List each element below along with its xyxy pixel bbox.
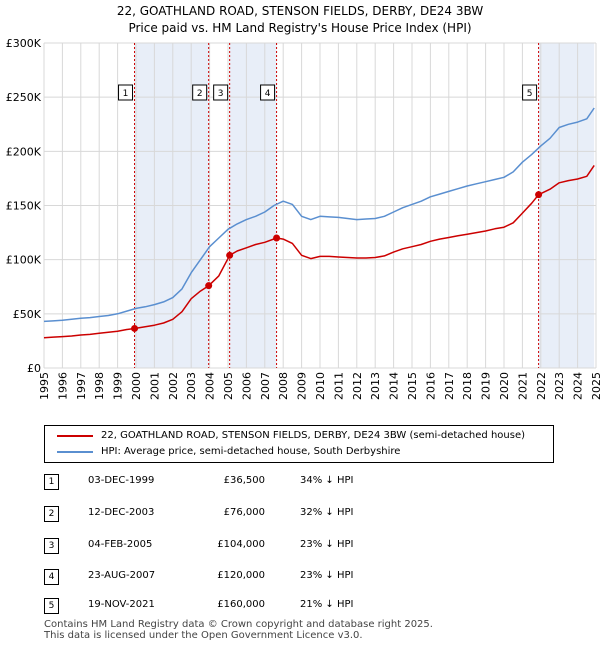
sale-hpi-diff: 23% ↓ HPI bbox=[300, 539, 354, 550]
sale-price: £160,000 bbox=[217, 599, 265, 610]
footer-licence: This data is licensed under the Open Gov… bbox=[44, 630, 363, 641]
sale-row: 3 04-FEB-2005 £104,000 23% ↓ HPI bbox=[44, 536, 444, 556]
sale-number-badge: 5 bbox=[44, 598, 59, 614]
x-tick-label: 1995 bbox=[38, 372, 51, 400]
y-tick-label: £50K bbox=[13, 308, 42, 321]
sale-hpi-diff: 34% ↓ HPI bbox=[300, 475, 354, 486]
x-tick-label: 2003 bbox=[185, 372, 198, 400]
legend-swatch-hpi bbox=[57, 451, 93, 453]
sale-hpi-diff: 21% ↓ HPI bbox=[300, 599, 354, 610]
legend-swatch-property bbox=[57, 435, 93, 437]
sale-number-badge: 3 bbox=[44, 538, 59, 554]
x-tick-label: 2024 bbox=[572, 372, 585, 400]
x-tick-label: 2012 bbox=[351, 372, 364, 400]
y-tick-label: £200K bbox=[6, 145, 42, 158]
x-tick-label: 2011 bbox=[332, 372, 345, 400]
x-tick-label: 2018 bbox=[461, 372, 474, 400]
sale-price: £120,000 bbox=[217, 570, 265, 581]
sale-price: £104,000 bbox=[217, 539, 265, 550]
x-tick-label: 2005 bbox=[222, 372, 235, 400]
x-tick-label: 1999 bbox=[112, 372, 125, 400]
x-tick-label: 1997 bbox=[75, 372, 88, 400]
sale-number-label: 3 bbox=[218, 89, 224, 99]
hpi-series-line bbox=[43, 107, 595, 323]
x-tick-label: 2022 bbox=[535, 372, 548, 400]
y-tick-label: £0 bbox=[27, 362, 41, 375]
title-line-1: 22, GOATHLAND ROAD, STENSON FIELDS, DERB… bbox=[116, 4, 484, 18]
x-tick-label: 2025 bbox=[590, 372, 600, 400]
price-chart: 1 2 3 4 5 £0 £50K £100K £150K £200K £250K £300K 1995… bbox=[6, 37, 600, 400]
sale-number-badge: 1 bbox=[44, 474, 59, 490]
x-tick-label: 1996 bbox=[56, 372, 69, 400]
title-line-2: Price paid vs. HM Land Registry's House … bbox=[128, 21, 472, 35]
sale-number-label-box bbox=[213, 84, 229, 101]
sale-hpi-diff: 23% ↓ HPI bbox=[300, 570, 354, 581]
sale-number-label-box bbox=[118, 84, 134, 101]
x-tick-label: 2015 bbox=[406, 372, 419, 400]
x-tick-label: 2014 bbox=[388, 372, 401, 400]
x-tick-label: 2019 bbox=[480, 372, 493, 400]
x-tick-label: 2016 bbox=[424, 372, 437, 400]
sale-point bbox=[226, 251, 234, 259]
sale-price: £76,000 bbox=[223, 507, 265, 518]
sale-price: £36,500 bbox=[223, 475, 265, 486]
sale-row: 4 23-AUG-2007 £120,000 23% ↓ HPI bbox=[44, 567, 444, 587]
footer-copyright: Contains HM Land Registry data © Crown c… bbox=[44, 619, 433, 630]
sale-point bbox=[273, 234, 281, 242]
x-tick-label: 2020 bbox=[498, 372, 511, 400]
x-tick-label: 2006 bbox=[240, 372, 253, 400]
sale-date: 03-DEC-1999 bbox=[88, 475, 155, 486]
sale-date: 23-AUG-2007 bbox=[88, 570, 156, 581]
sale-date: 19-NOV-2021 bbox=[88, 599, 155, 610]
sale-point bbox=[535, 191, 543, 199]
sale-number-label: 5 bbox=[527, 89, 533, 99]
sale-row: 2 12-DEC-2003 £76,000 32% ↓ HPI bbox=[44, 504, 444, 524]
y-tick-label: £150K bbox=[6, 200, 42, 213]
legend-label-property: 22, GOATHLAND ROAD, STENSON FIELDS, DERB… bbox=[101, 430, 526, 441]
sale-number-label: 2 bbox=[197, 89, 203, 99]
x-tick-label: 2002 bbox=[167, 372, 180, 400]
x-tick-label: 2001 bbox=[148, 372, 161, 400]
y-tick-label: £300K bbox=[6, 37, 42, 50]
footer: Contains HM Land Registry data © Crown c… bbox=[44, 619, 433, 641]
sale-number-badge: 4 bbox=[44, 569, 59, 585]
sale-hpi-diff: 32% ↓ HPI bbox=[300, 507, 354, 518]
sale-number-label: 1 bbox=[123, 89, 129, 99]
sale-row: 5 19-NOV-2021 £160,000 21% ↓ HPI bbox=[44, 596, 444, 616]
sale-point bbox=[205, 282, 213, 290]
x-tick-label: 2013 bbox=[369, 372, 382, 400]
x-tick-label: 2023 bbox=[553, 372, 566, 400]
legend-label-hpi: HPI: Average price, semi-detached house,… bbox=[101, 446, 401, 457]
x-tick-label: 2009 bbox=[296, 372, 309, 400]
x-tick-label: 2008 bbox=[277, 372, 290, 400]
sale-number-label: 4 bbox=[265, 89, 271, 99]
y-tick-label: £100K bbox=[6, 254, 42, 267]
x-tick-label: 2021 bbox=[516, 372, 529, 400]
x-tick-label: 1998 bbox=[93, 372, 106, 400]
sale-row: 1 03-DEC-1999 £36,500 34% ↓ HPI bbox=[44, 472, 444, 492]
x-tick-label: 2017 bbox=[443, 372, 456, 400]
sale-number-label-box bbox=[192, 84, 208, 101]
sale-point bbox=[131, 324, 139, 332]
y-tick-label: £250K bbox=[6, 91, 42, 104]
x-tick-label: 2010 bbox=[314, 372, 327, 400]
sale-number-label-box bbox=[522, 84, 538, 101]
sale-number-badge: 2 bbox=[44, 506, 59, 522]
chart-title: 22, GOATHLAND ROAD, STENSON FIELDS, DERB… bbox=[0, 3, 600, 37]
legend: 22, GOATHLAND ROAD, STENSON FIELDS, DERB… bbox=[44, 425, 554, 463]
sale-number-label-box bbox=[260, 84, 276, 101]
x-tick-label: 2004 bbox=[204, 372, 217, 400]
x-tick-label: 2007 bbox=[259, 372, 272, 400]
sale-date: 12-DEC-2003 bbox=[88, 507, 155, 518]
x-tick-label: 2000 bbox=[130, 372, 143, 400]
sale-date: 04-FEB-2005 bbox=[88, 539, 153, 550]
